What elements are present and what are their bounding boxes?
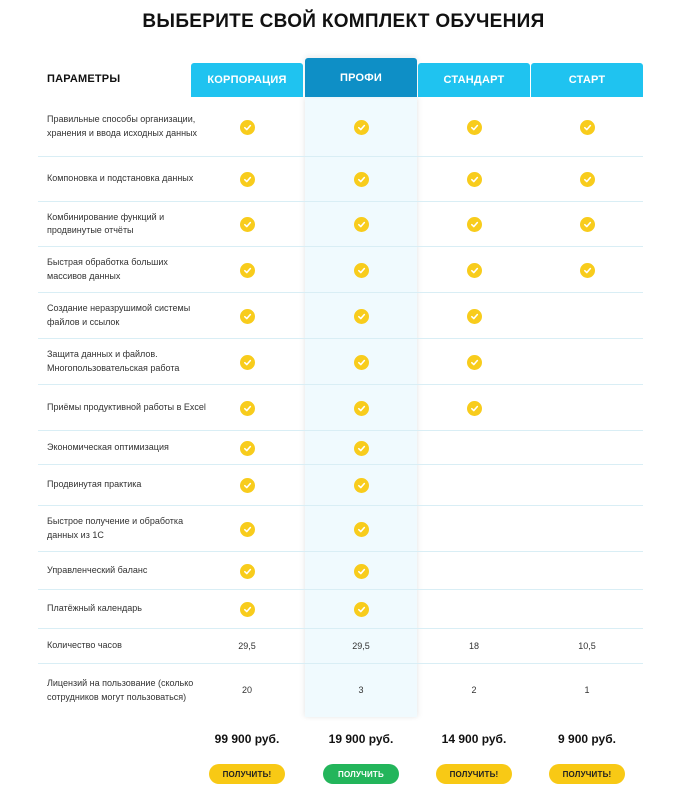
check-icon [579,119,595,135]
plan-header-standart: СТАНДАРТ [418,63,530,97]
cell-value: 2 [471,684,477,695]
check-icon [353,602,369,617]
table-row: Продвинутая практика [38,465,643,506]
plan-header-start: СТАРТ [531,63,643,97]
check-icon [353,440,369,456]
get-button-standart[interactable]: ПОЛУЧИТЬ! [436,764,512,784]
table-row: Быстрая обработка больших массивов данны… [38,247,643,293]
price-korporatsiya: 99 900 руб. [214,732,280,746]
check-icon [353,217,369,232]
row-label: Экономическая оптимизация [47,441,169,452]
table-row: Комбинирование функций и продвинутые отч… [38,202,643,247]
cell-value: 3 [358,684,364,695]
table-row: Компоновка и подстановка данных [38,157,643,202]
row-label: Продвинутая практика [47,479,142,489]
check-icon [239,440,255,456]
row-label: Правильные способы организации, хранения… [47,114,198,138]
table-row: Управленческий баланс [38,552,643,590]
row-label: Быстрое получение и обработка данных из … [47,516,184,540]
check-icon [353,354,369,370]
table-row: Экономическая оптимизация [38,431,643,465]
check-icon [239,478,255,493]
check-icon [466,262,482,278]
get-button-profi[interactable]: ПОЛУЧИТЬ [323,764,399,784]
row-label: Платёжный календарь [47,603,142,613]
check-icon [239,308,255,324]
price-start: 9 900 руб. [558,732,616,746]
row-label: Комбинирование функций и продвинутые отч… [47,211,165,236]
params-header: ПАРАМЕТРЫ [47,73,121,85]
row-label: Быстрая обработка больших массивов данны… [47,257,168,281]
row-label: Создание неразрушимой системы файлов и с… [47,303,191,327]
check-icon [239,354,255,370]
check-icon [466,217,482,232]
table-row: Лицензий на пользование (сколько сотрудн… [38,664,643,717]
check-icon [239,217,255,232]
cell-value: 29,5 [352,640,370,651]
price-profi: 19 900 руб. [328,732,394,746]
price-standart: 14 900 руб. [441,732,507,746]
check-icon [353,563,369,579]
check-icon [579,262,595,278]
row-label: Приёмы продуктивной работы в Excel [47,401,206,412]
table-row: Платёжный календарь [38,590,643,629]
plan-header-korporatsiya: КОРПОРАЦИЯ [191,63,303,97]
row-label: Количество часов [47,640,122,650]
check-icon [239,400,255,416]
check-icon [353,308,369,324]
check-icon [353,119,369,135]
cell-value: 29,5 [238,640,256,651]
check-icon [353,262,369,278]
table-row: Количество часов 29,5 29,5 18 10,5 [38,629,643,664]
cell-value: 10,5 [578,640,596,651]
check-icon [579,172,595,187]
get-button-start[interactable]: ПОЛУЧИТЬ! [549,764,625,784]
check-icon [466,400,482,416]
check-icon [579,217,595,232]
table-row: Защита данных и файлов. Многопользовател… [38,339,643,385]
plan-header-profi: ПРОФИ [305,58,417,97]
check-icon [239,521,255,537]
check-icon [466,172,482,187]
check-icon [239,262,255,278]
table-row: Правильные способы организации, хранения… [38,97,643,157]
check-icon [239,602,255,617]
table-row: Быстрое получение и обработка данных из … [38,506,643,552]
row-label: Компоновка и подстановка данных [47,173,194,183]
check-icon [239,119,255,135]
table-row: Создание неразрушимой системы файлов и с… [38,293,643,339]
check-icon [353,478,369,493]
check-icon [466,119,482,135]
check-icon [239,172,255,187]
row-label: Лицензий на пользование (сколько сотрудн… [47,678,194,702]
check-icon [353,400,369,416]
row-label: Управленческий баланс [47,564,148,575]
check-icon [466,308,482,324]
check-icon [353,521,369,537]
check-icon [466,354,482,370]
cell-value: 1 [584,684,590,695]
cell-value: 18 [468,640,479,651]
get-button-korporatsiya[interactable]: ПОЛУЧИТЬ! [209,764,285,784]
check-icon [239,563,255,579]
cell-value: 20 [241,684,252,695]
page-title: ВЫБЕРИТЕ СВОЙ КОМПЛЕКТ ОБУЧЕНИЯ [142,11,545,32]
check-icon [353,172,369,187]
table-row: Приёмы продуктивной работы в Excel [38,385,643,431]
row-label: Защита данных и файлов. Многопользовател… [47,349,180,373]
